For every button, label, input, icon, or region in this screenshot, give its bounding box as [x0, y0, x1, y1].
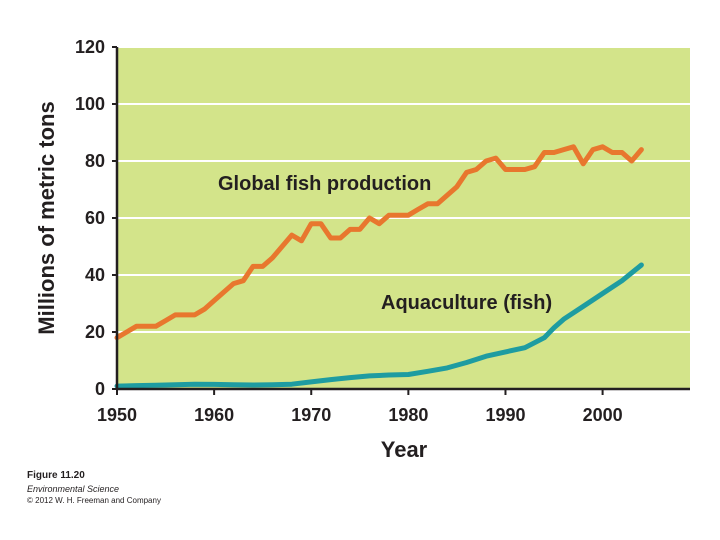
- y-tick-label: 20: [85, 322, 105, 342]
- y-tick-label: 100: [75, 94, 105, 114]
- series-label-global: Global fish production: [218, 173, 431, 195]
- series-layer: [114, 144, 644, 389]
- aquaculture-line: [114, 262, 644, 389]
- series-label-aquaculture: Aquaculture (fish): [381, 292, 552, 314]
- y-tick-label: 0: [95, 379, 105, 399]
- x-tick-label: 1970: [291, 405, 331, 425]
- gridlines: [117, 46, 690, 333]
- x-tick-label: 1980: [388, 405, 428, 425]
- book-title: Environmental Science: [27, 484, 120, 494]
- y-tick-label: 120: [75, 37, 105, 57]
- ticks: 0 20 40 60 80 100 120 1950 1960 1970 1980 1990 2000: [75, 37, 623, 425]
- y-tick-label: 40: [85, 265, 105, 285]
- x-axis-title: Year: [381, 437, 428, 462]
- y-tick-label: 80: [85, 151, 105, 171]
- figure-number: Figure 11.20: [27, 470, 85, 481]
- x-tick-label: 1950: [97, 405, 137, 425]
- x-tick-label: 1960: [194, 405, 234, 425]
- y-axis-title: Millions of metric tons: [34, 101, 59, 334]
- global-fish-production-line: [114, 144, 644, 341]
- copyright-line: © 2012 W. H. Freeman and Company: [27, 496, 161, 505]
- x-tick-label: 2000: [583, 405, 623, 425]
- x-tick-label: 1990: [485, 405, 525, 425]
- y-tick-label: 60: [85, 208, 105, 228]
